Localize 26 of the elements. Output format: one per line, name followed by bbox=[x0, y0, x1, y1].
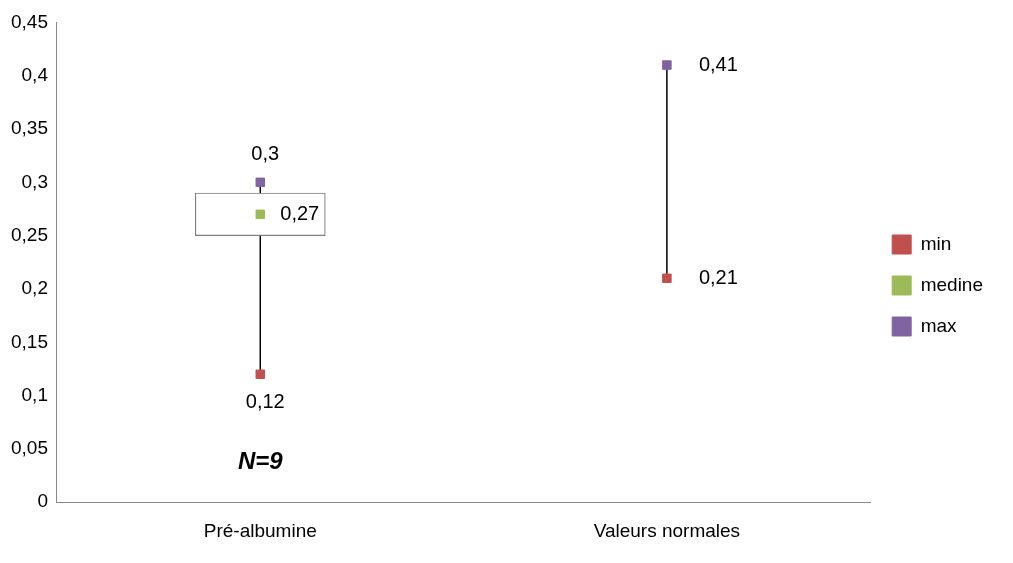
data-label: 0,41 bbox=[698, 52, 738, 75]
x-tick-label: Valeurs normales bbox=[593, 519, 741, 541]
y-tick-label: 0 bbox=[37, 490, 48, 512]
y-tick-label: 0,35 bbox=[11, 117, 48, 139]
x-tick-label: Pré-albumine bbox=[203, 519, 317, 541]
y-tick-label: 0,3 bbox=[21, 170, 48, 192]
y-tick-label: 0,4 bbox=[21, 63, 49, 85]
y-tick-label: 0,05 bbox=[11, 437, 48, 459]
point bbox=[255, 177, 266, 188]
point bbox=[255, 369, 266, 379]
data-label: 0,12 bbox=[245, 389, 285, 412]
y-tick-label: 0,45 bbox=[11, 10, 48, 32]
data-label: 0,21 bbox=[698, 265, 738, 288]
y-tick-label: 0,1 bbox=[21, 383, 48, 405]
y-tick-label: 0,15 bbox=[11, 330, 48, 352]
data-label: 0,27 bbox=[280, 201, 320, 224]
point bbox=[255, 209, 266, 220]
y-tick-label: 0,2 bbox=[21, 277, 48, 299]
legend-label: max bbox=[920, 314, 958, 336]
annotation: N=9 bbox=[237, 446, 284, 474]
data-label: 0,3 bbox=[251, 141, 280, 164]
y-tick-label: 0,25 bbox=[11, 223, 48, 245]
point bbox=[662, 273, 672, 284]
legend-label: medine bbox=[920, 273, 984, 295]
legend-label: min bbox=[920, 232, 952, 254]
point bbox=[662, 60, 672, 70]
